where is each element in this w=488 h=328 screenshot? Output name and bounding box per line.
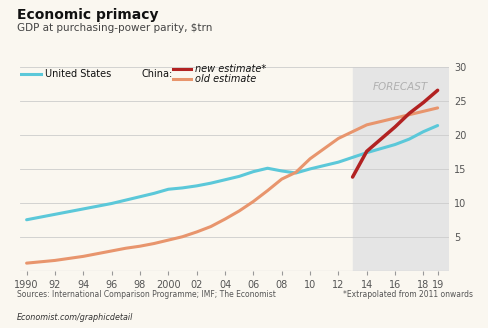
Text: GDP at purchasing-power parity, $trn: GDP at purchasing-power parity, $trn [17,23,212,33]
Text: Economist.com/graphicdetail: Economist.com/graphicdetail [17,313,133,322]
Text: Sources: International Comparison Programme; IMF; The Economist: Sources: International Comparison Progra… [17,290,276,299]
Text: FORECAST: FORECAST [373,82,428,92]
Text: new estimate*: new estimate* [195,64,266,73]
Bar [353,67,449,271]
Text: old estimate: old estimate [195,74,257,84]
Text: *Extrapolated from 2011 onwards: *Extrapolated from 2011 onwards [344,290,473,299]
Text: Economic primacy: Economic primacy [17,8,159,22]
Text: China:: China: [142,69,173,79]
Text: United States: United States [45,69,111,79]
